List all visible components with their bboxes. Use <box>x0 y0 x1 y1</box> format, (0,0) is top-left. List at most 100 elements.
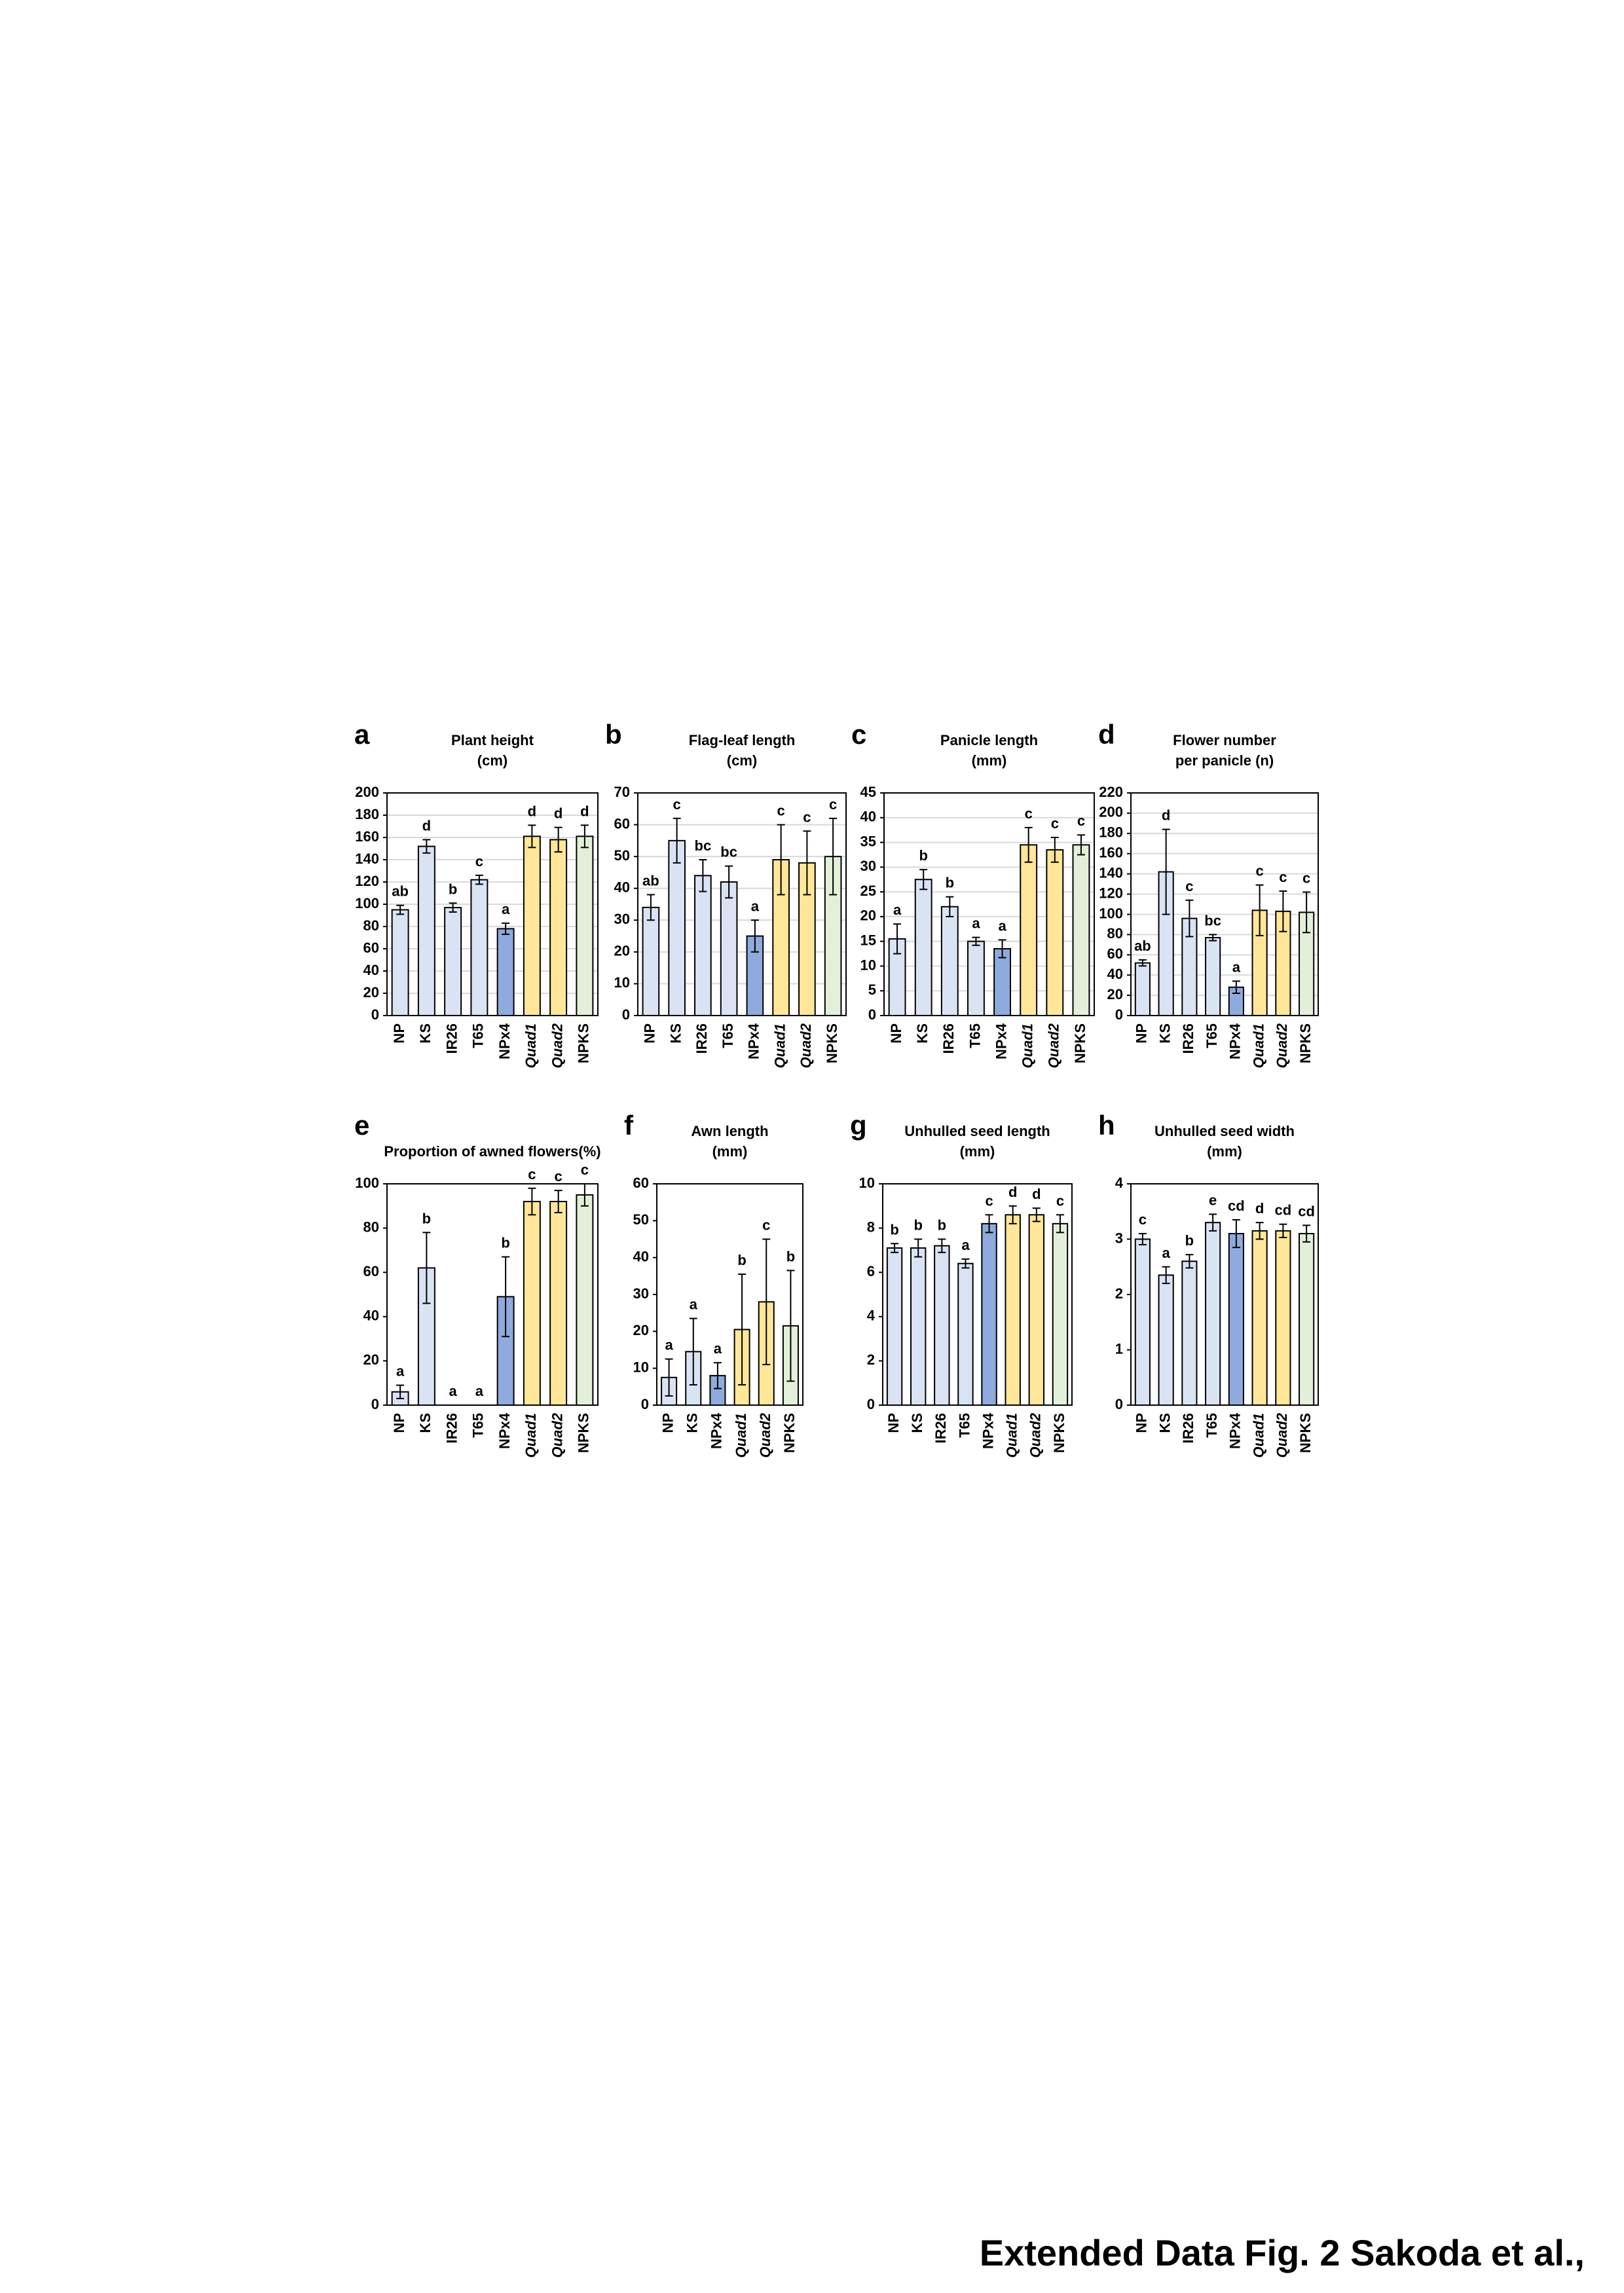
bar <box>1275 1230 1291 1406</box>
y-tick-label: 60 <box>1107 945 1123 962</box>
y-tick-label: 40 <box>614 879 630 896</box>
x-tick-label: Quad1 <box>1004 1413 1020 1458</box>
y-tick-label: 40 <box>363 1308 379 1324</box>
y-tick-label: 80 <box>363 917 379 934</box>
y-tick-label: 0 <box>1115 1396 1123 1412</box>
x-tick-label: T65 <box>1204 1023 1220 1048</box>
bar <box>642 906 660 1017</box>
significance-letter: e <box>1209 1192 1217 1208</box>
x-tick-label: IR26 <box>932 1413 949 1443</box>
y-tick-label: 30 <box>633 1285 649 1302</box>
significance-letter: d <box>528 803 536 819</box>
bar <box>720 881 738 1016</box>
x-tick-label: KS <box>1156 1413 1173 1433</box>
significance-letter: c <box>985 1192 993 1209</box>
y-tick-label: 0 <box>867 1396 875 1412</box>
significance-letter: b <box>913 1217 922 1234</box>
x-tick-label: T65 <box>470 1413 487 1438</box>
x-tick-label: Quad2 <box>1046 1023 1062 1068</box>
significance-letter: d <box>580 803 589 819</box>
significance-letter: c <box>581 1162 589 1178</box>
bar <box>1046 849 1064 1017</box>
significance-letter: a <box>1232 959 1241 975</box>
x-tick-label: IR26 <box>693 1023 710 1054</box>
x-tick-label: KS <box>909 1413 925 1433</box>
chart-title: Awn length <box>691 1123 768 1139</box>
x-tick-label: IR26 <box>443 1413 460 1443</box>
y-tick-label: 0 <box>868 1006 876 1023</box>
chart-title: Unhulled seed width <box>1154 1123 1295 1139</box>
significance-letter: a <box>690 1296 698 1313</box>
chart-title: Flag-leaf length <box>689 732 796 748</box>
chart-title: (mm) <box>712 1143 748 1160</box>
y-tick-label: 140 <box>355 851 379 867</box>
significance-letter: a <box>961 1237 970 1253</box>
x-tick-label: Quad2 <box>757 1412 773 1458</box>
significance-letter: a <box>502 901 510 917</box>
y-tick-label: 60 <box>363 940 379 956</box>
significance-letter: c <box>1025 805 1033 822</box>
significance-letter: c <box>1139 1211 1147 1228</box>
y-tick-label: 10 <box>859 1175 875 1191</box>
bar <box>940 906 959 1017</box>
panel-label: c <box>851 719 866 750</box>
y-tick-label: 1 <box>1115 1340 1123 1357</box>
x-tick-label: NP <box>391 1413 407 1433</box>
x-tick-label: NPKS <box>824 1023 840 1063</box>
significance-letter: c <box>1256 863 1264 879</box>
plot-frame <box>386 1183 599 1406</box>
chart-title: Flower number <box>1173 732 1276 748</box>
y-tick-label: 120 <box>1099 885 1123 901</box>
y-tick-label: 160 <box>355 828 379 845</box>
plot-frame <box>883 792 1095 1016</box>
plot-frame <box>656 1183 803 1406</box>
x-tick-label: NPKS <box>781 1413 798 1453</box>
bar <box>888 938 906 1017</box>
x-tick-label: Quad1 <box>1020 1023 1036 1068</box>
x-tick-label: Quad2 <box>798 1023 814 1068</box>
y-tick-label: 180 <box>355 806 379 822</box>
y-tick-label: 0 <box>641 1396 649 1412</box>
y-tick-label: 2 <box>1115 1285 1123 1302</box>
y-tick-label: 80 <box>363 1219 379 1235</box>
significance-letter: d <box>1255 1200 1264 1217</box>
chart-title: (mm) <box>960 1143 995 1160</box>
significance-letter: b <box>449 881 457 897</box>
bar <box>576 1194 594 1406</box>
x-tick-label: NPx4 <box>496 1412 513 1449</box>
bar <box>1299 1233 1315 1406</box>
significance-letter: c <box>1279 869 1287 885</box>
panel-label: g <box>850 1110 867 1141</box>
y-tick-label: 120 <box>355 873 379 889</box>
y-tick-label: 10 <box>860 957 876 973</box>
significance-letter: a <box>396 1363 405 1380</box>
chart-title: per panicle (n) <box>1175 752 1274 769</box>
y-tick-label: 40 <box>363 962 379 978</box>
significance-letter: a <box>998 917 1006 934</box>
x-tick-label: Quad2 <box>549 1412 565 1458</box>
significance-letter: d <box>554 805 563 822</box>
plot-frame <box>637 792 847 1016</box>
y-tick-label: 40 <box>860 809 876 825</box>
bar <box>1158 1274 1174 1406</box>
significance-letter: a <box>449 1383 458 1399</box>
bar <box>1005 1214 1021 1406</box>
bar <box>957 1262 974 1406</box>
chart-title: Panicle length <box>940 732 1038 748</box>
significance-letter: b <box>890 1221 898 1238</box>
x-tick-label: NPx4 <box>709 1412 725 1449</box>
chart-title: Unhulled seed length <box>904 1123 1050 1139</box>
significance-letter: b <box>786 1248 795 1264</box>
bar <box>1020 844 1038 1017</box>
x-tick-label: Quad2 <box>1274 1023 1290 1068</box>
significance-letter: d <box>1162 807 1170 824</box>
bar <box>886 1247 903 1406</box>
x-tick-label: NP <box>642 1023 658 1044</box>
footer: Extended Data Fig. 2 Sakoda et al., <box>980 2232 1585 2273</box>
x-tick-label: IR26 <box>940 1023 957 1054</box>
x-tick-label: NPx4 <box>993 1023 1009 1059</box>
chart-title: (cm) <box>477 752 507 769</box>
y-tick-label: 50 <box>633 1211 649 1228</box>
y-tick-label: 50 <box>614 847 630 864</box>
bar <box>1228 1233 1244 1406</box>
